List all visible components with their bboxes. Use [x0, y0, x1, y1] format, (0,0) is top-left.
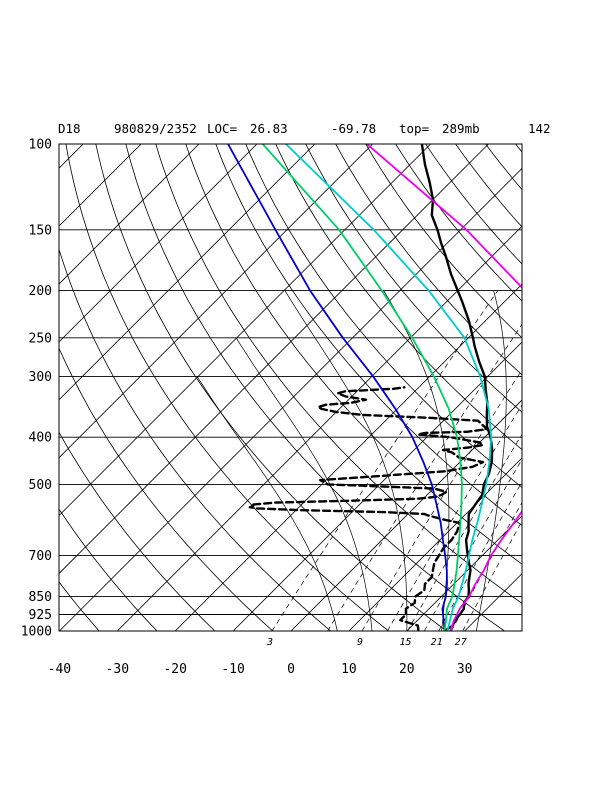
pressure-tick-label: 100	[29, 138, 52, 153]
top-label: top=	[399, 121, 429, 136]
longitude: -69.78	[331, 121, 376, 136]
isotherm-line	[581, 144, 612, 631]
moist-adiabat-line	[475, 290, 507, 631]
dry-adiabat-line	[65, 144, 389, 631]
parcel-trace	[261, 144, 463, 631]
mixing-ratio-line	[271, 290, 498, 631]
dry-adiabat-line	[546, 144, 612, 631]
dry-adiabat-line	[395, 144, 522, 302]
dry-adiabat-line	[425, 144, 522, 265]
temperature-tick-label: 30	[457, 662, 473, 677]
isotherm-line	[59, 144, 373, 459]
mixing-ratio-label: 27	[455, 637, 467, 648]
dry-adiabat-line	[59, 247, 331, 631]
temperature-tick-label: -40	[48, 662, 71, 677]
temperature-tick-label: 0	[287, 662, 295, 677]
plot-frame	[58, 143, 523, 632]
isotherm-line	[464, 573, 522, 631]
datetime: 980829/2352	[114, 121, 197, 136]
moist-adiabat-line	[196, 376, 338, 631]
dry-adiabat-line	[335, 144, 522, 376]
dry-adiabat-line	[305, 144, 522, 413]
mixing-ratio-line	[462, 520, 522, 631]
temperature-tick-label: -10	[221, 662, 244, 677]
mixing-ratio-line	[327, 323, 522, 631]
parcel-trace	[227, 144, 448, 631]
loc-label: LOC=	[207, 121, 237, 136]
moist-adiabat-line	[383, 290, 450, 631]
pressure-tick-label: 850	[29, 590, 52, 605]
mixing-ratio-line	[407, 433, 522, 631]
temperature-axis: -40 -30 -20 -10 0 10 20 30	[48, 662, 473, 677]
temperature-tick-label: -30	[106, 662, 129, 677]
isotherm-line	[232, 341, 522, 631]
dry-adiabat-line	[185, 144, 522, 565]
dry-adiabat-line	[576, 144, 612, 631]
station-id: D18	[58, 121, 81, 136]
isotherm-line	[117, 225, 522, 631]
mixing-ratio-label: 3	[266, 637, 273, 648]
pressure-tick-label: 500	[29, 478, 52, 493]
pressure-axis: 100 150 200 250 300 400 500 700 850 925 1000	[21, 138, 52, 640]
pressure-tick-label: 200	[29, 284, 52, 299]
point-count: 142	[528, 121, 551, 136]
isotherm-line	[290, 399, 522, 631]
temperature-tick-label: 10	[341, 662, 357, 677]
pressure-tick-label: 400	[29, 431, 52, 446]
dewpoint-trace	[248, 386, 489, 631]
dry-adiabat-line	[155, 144, 522, 604]
pressure-tick-label: 250	[29, 331, 52, 346]
isotherm-line	[59, 144, 316, 401]
dry-adiabat-line	[95, 144, 447, 631]
mixing-ratio-label: 21	[431, 637, 443, 648]
dry-adiabat-line	[245, 144, 522, 488]
pressure-tick-label: 300	[29, 370, 52, 385]
dry-adiabat-line	[215, 144, 522, 526]
isotherm-line	[174, 283, 522, 631]
pressure-tick-label: 150	[29, 223, 52, 238]
isotherm-line	[406, 515, 522, 631]
isotherm-line	[523, 144, 612, 631]
dry-adiabat-line	[59, 431, 216, 631]
isotherm-line	[59, 144, 431, 517]
pressure-tick-label: 1000	[21, 625, 52, 640]
isotherm-line	[59, 144, 258, 343]
isotherm-line	[59, 167, 522, 631]
mixing-ratio-label: 9	[357, 637, 363, 648]
dry-adiabat-line	[275, 144, 522, 451]
temperature-tick-label: 20	[399, 662, 415, 677]
isotherm-line	[59, 144, 142, 227]
mixing-ratio-line	[387, 404, 522, 631]
parcel-trace	[366, 144, 522, 631]
moist-adiabat-line	[235, 337, 373, 631]
sounding-traces	[227, 144, 522, 631]
dry-adiabat-line	[365, 144, 522, 339]
dry-adiabat-line	[606, 144, 612, 631]
dry-adiabat-line	[455, 144, 522, 228]
pressure-tick-label: 925	[29, 608, 52, 623]
isotherm-line	[0, 144, 25, 631]
mixing-ratio-line	[423, 458, 522, 631]
dry-adiabat-line	[59, 347, 274, 631]
dry-adiabat-line	[125, 144, 505, 631]
temperature-tick-label: -20	[163, 662, 186, 677]
dry-adiabat-line	[59, 508, 158, 631]
mixing-ratio-labels: 3 9 15 21 27	[266, 637, 467, 648]
latitude: 26.83	[250, 121, 288, 136]
mixing-ratio-line	[361, 369, 522, 631]
isotherm-line	[348, 457, 522, 631]
isotherm-line	[59, 144, 200, 285]
temperature-trace	[420, 144, 494, 631]
parcel-trace	[285, 144, 493, 631]
dry-adiabat-line	[515, 144, 522, 153]
dry-adiabat-line	[485, 144, 522, 191]
background-lines	[0, 144, 612, 631]
mixing-ratio-label: 15	[399, 637, 411, 648]
chart-header: D18 980829/2352 LOC= 26.83 -69.78 top= 2…	[58, 121, 551, 136]
top-value: 289mb	[442, 121, 480, 136]
pressure-tick-label: 700	[29, 549, 52, 564]
